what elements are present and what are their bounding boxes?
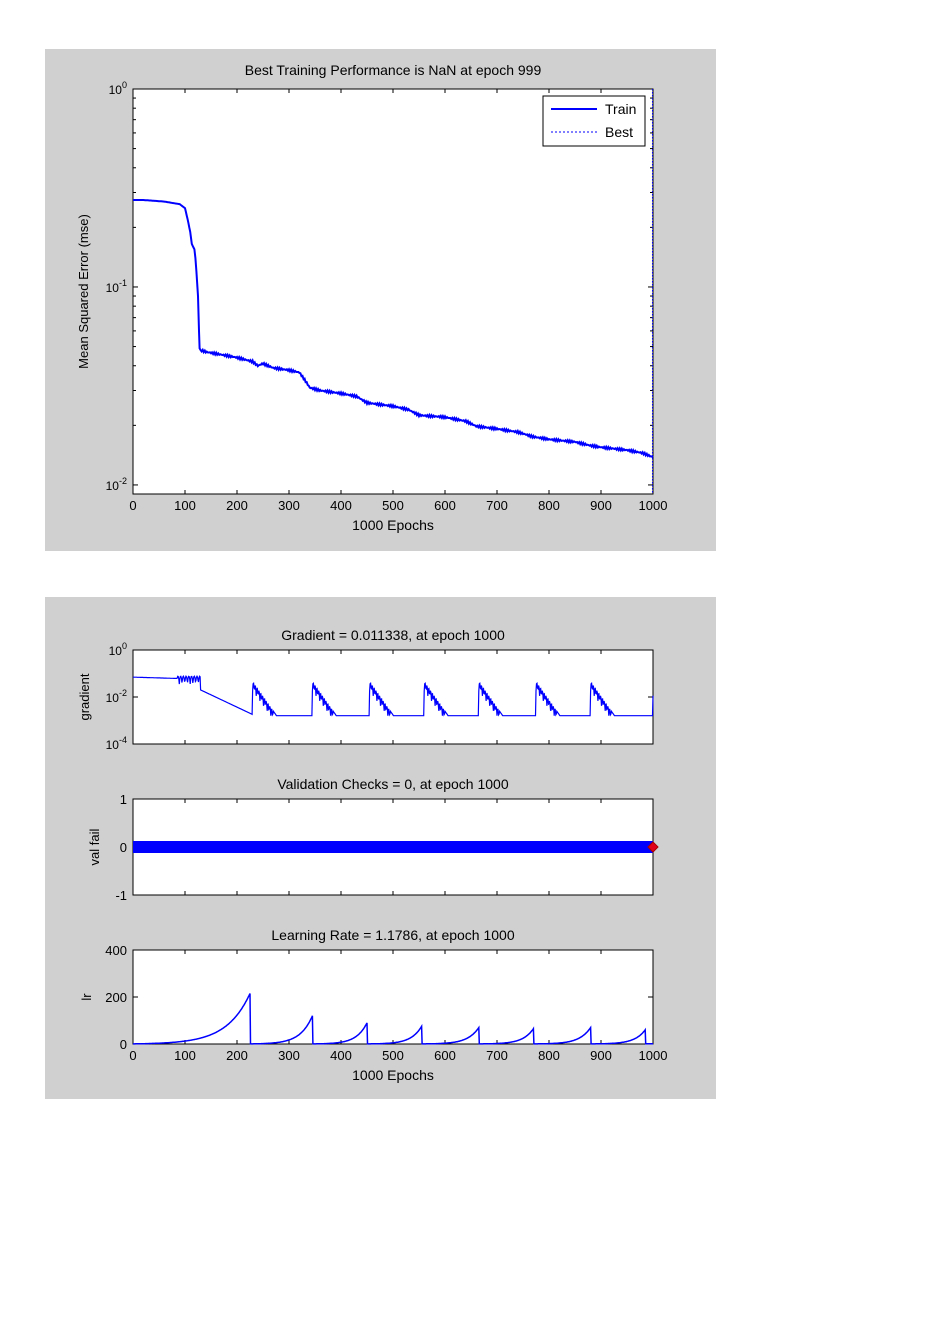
gradient-line bbox=[132, 674, 654, 717]
x-tick-label: 300 bbox=[278, 498, 300, 513]
y-tick-label: 100 bbox=[109, 80, 127, 97]
train-line bbox=[133, 199, 654, 459]
x-tick-label: 100 bbox=[174, 498, 196, 513]
gradient-title: Gradient = 0.011338, at epoch 1000 bbox=[281, 627, 505, 643]
x-tick-label: 800 bbox=[538, 498, 560, 513]
y-axis-label: Mean Squared Error (mse) bbox=[76, 214, 91, 369]
x-tick-label: 100 bbox=[174, 1048, 196, 1063]
x-tick-label: 300 bbox=[278, 1048, 300, 1063]
val-best-marker bbox=[647, 841, 659, 853]
learning-rate-line bbox=[133, 993, 654, 1045]
y-tick-label: 1 bbox=[120, 792, 127, 807]
x-tick-label: 600 bbox=[434, 498, 456, 513]
grad-axes bbox=[132, 649, 654, 745]
x-tick-label: 400 bbox=[330, 1048, 352, 1063]
lr-y-label: lr bbox=[79, 993, 94, 1001]
legend-best-label: Best bbox=[605, 124, 633, 140]
y-tick-label: 0 bbox=[120, 1037, 127, 1052]
x-axis-label: 1000 Epochs bbox=[352, 517, 434, 533]
y-tick-label: 400 bbox=[105, 943, 127, 958]
x-tick-label: 900 bbox=[590, 1048, 612, 1063]
performance-plot: 0 100 200 300 400 500 600 700 800 900 1000 100 10-1 1… bbox=[76, 62, 668, 533]
lr-axes bbox=[132, 949, 654, 1045]
x-tick-label: 0 bbox=[129, 1048, 136, 1063]
x-tick-label: 700 bbox=[486, 498, 508, 513]
x-tick-label: 500 bbox=[382, 1048, 404, 1063]
y-tick-label: 0 bbox=[120, 840, 127, 855]
y-tick-label: 100 bbox=[109, 641, 127, 658]
x-tick-label: 200 bbox=[226, 1048, 248, 1063]
x-tick-label: 1000 bbox=[639, 1048, 668, 1063]
y-tick-label: 10-4 bbox=[106, 735, 127, 752]
validation-title: Validation Checks = 0, at epoch 1000 bbox=[277, 776, 509, 792]
x-tick-label: 1000 bbox=[639, 498, 668, 513]
y-tick-label: 200 bbox=[105, 990, 127, 1005]
x-tick-label: 400 bbox=[330, 498, 352, 513]
x-tick-label: 200 bbox=[226, 498, 248, 513]
y-tick-label: 10-2 bbox=[106, 688, 127, 705]
gradient-y-label: gradient bbox=[77, 673, 92, 720]
y-tick-label: -1 bbox=[115, 888, 127, 903]
legend: Train Best bbox=[542, 95, 646, 147]
learning-rate-title: Learning Rate = 1.1786, at epoch 1000 bbox=[271, 927, 514, 943]
x-tick-label: 0 bbox=[129, 498, 136, 513]
y-tick-label: 10-1 bbox=[106, 278, 127, 295]
training-state-figure: 100 10-2 10-4 Gradient = 0.011338, at epoch… bbox=[45, 597, 716, 1099]
x-tick-label: 800 bbox=[538, 1048, 560, 1063]
x-axis-label: 1000 Epochs bbox=[352, 1067, 434, 1083]
x-tick-label: 900 bbox=[590, 498, 612, 513]
legend-box bbox=[542, 95, 646, 147]
legend-train-label: Train bbox=[605, 101, 636, 117]
x-tick-label: 500 bbox=[382, 498, 404, 513]
perf-axes bbox=[132, 88, 654, 495]
x-tick-label: 600 bbox=[434, 1048, 456, 1063]
performance-figure: 0 100 200 300 400 500 600 700 800 900 1000 100 10-1 1… bbox=[45, 49, 716, 551]
validation-y-label: val fail bbox=[87, 828, 102, 865]
chart-title: Best Training Performance is NaN at epoc… bbox=[245, 62, 542, 78]
y-tick-label: 10-2 bbox=[106, 476, 127, 493]
x-tick-label: 700 bbox=[486, 1048, 508, 1063]
